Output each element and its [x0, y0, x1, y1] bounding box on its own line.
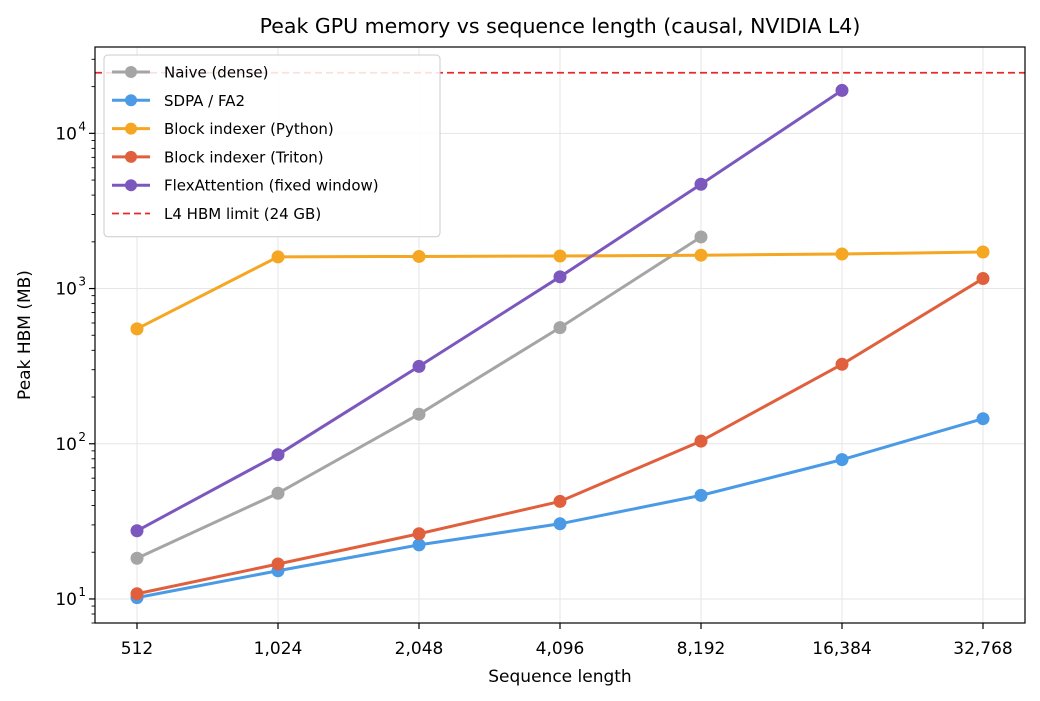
- legend: Naive (dense) SDPA / FA2 Block indexer (Py…: [103, 54, 441, 238]
- data-point: [130, 587, 144, 601]
- x-axis-ticks: 512 1,024 2,048 4,096 8,192 16,384 32,768: [121, 623, 1013, 659]
- data-point: [976, 245, 990, 259]
- data-point: [412, 407, 426, 421]
- legend-swatch-marker: [125, 122, 137, 135]
- legend-label: SDPA / FA2: [164, 92, 245, 110]
- series-2: [130, 245, 990, 336]
- chart-title: Peak GPU memory vs sequence length (caus…: [260, 14, 861, 38]
- data-point: [976, 272, 990, 286]
- y-tick-label: 10: [55, 590, 77, 610]
- data-point: [694, 248, 708, 262]
- data-point: [412, 527, 426, 541]
- legend-label: Block indexer (Python): [164, 120, 334, 138]
- data-point: [976, 412, 990, 426]
- data-point: [412, 249, 426, 263]
- legend-swatch-marker: [125, 94, 137, 107]
- legend-label: L4 HBM limit (24 GB): [164, 205, 321, 223]
- y-tick-label: 10: [55, 435, 77, 455]
- y-tick-exponent: 2: [78, 430, 86, 444]
- data-point: [271, 250, 285, 264]
- legend-box: [103, 54, 441, 238]
- x-tick-label: 512: [121, 639, 153, 659]
- data-point: [271, 557, 285, 571]
- data-point: [130, 322, 144, 336]
- series-4: [130, 83, 849, 538]
- data-point: [271, 486, 285, 500]
- data-point: [835, 247, 849, 261]
- data-point: [694, 434, 708, 448]
- data-point: [694, 177, 708, 191]
- series-0: [130, 230, 708, 565]
- x-tick-label: 8,192: [677, 639, 726, 659]
- x-tick-label: 1,024: [254, 639, 303, 659]
- data-point: [553, 270, 567, 284]
- data-point: [553, 249, 567, 263]
- legend-swatch-marker: [125, 66, 137, 78]
- data-point: [694, 488, 708, 502]
- data-point: [553, 321, 567, 335]
- data-point: [835, 83, 849, 97]
- legend-label: FlexAttention (fixed window): [164, 177, 379, 195]
- x-tick-label: 16,384: [812, 639, 871, 659]
- series-line: [136, 89, 843, 533]
- y-tick-exponent: 4: [78, 119, 86, 133]
- data-point: [835, 453, 849, 467]
- y-tick-exponent: 3: [78, 275, 86, 289]
- legend-label: Block indexer (Triton): [164, 148, 324, 166]
- y-tick-label: 10: [55, 280, 77, 300]
- data-point: [553, 517, 567, 531]
- data-point: [130, 551, 144, 565]
- data-point: [412, 538, 426, 552]
- legend-swatch-marker: [125, 150, 137, 163]
- data-point: [553, 494, 567, 508]
- data-point: [835, 357, 849, 371]
- x-tick-label: 4,096: [536, 639, 585, 659]
- x-tick-label: 32,768: [953, 639, 1012, 659]
- series-3: [130, 272, 990, 601]
- legend-swatch-marker: [125, 179, 137, 192]
- x-axis-label: Sequence length: [488, 667, 631, 687]
- legend-label: Naive (dense): [164, 64, 268, 82]
- data-point: [130, 524, 144, 538]
- series-layer: [130, 83, 990, 605]
- y-tick-exponent: 1: [78, 585, 86, 599]
- x-tick-label: 2,048: [395, 639, 444, 659]
- y-axis-label: Peak HBM (MB): [15, 270, 35, 400]
- data-point: [271, 448, 285, 462]
- data-point: [412, 359, 426, 373]
- y-tick-label: 10: [55, 124, 77, 144]
- data-point: [694, 230, 708, 244]
